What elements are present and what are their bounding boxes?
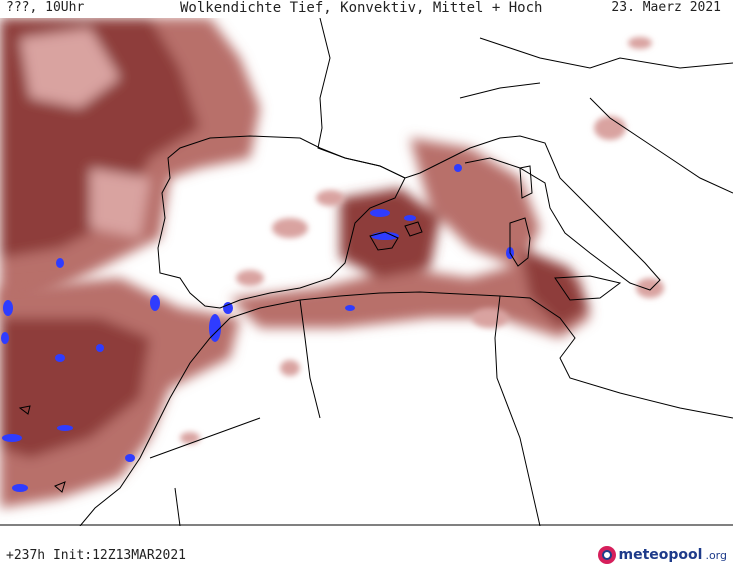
run-label: ???, 10Uhr (6, 0, 85, 15)
valid-date: 23. Maerz 2021 (611, 0, 721, 15)
map-header: ???, 10Uhr Wolkendichte Tief, Konvektiv,… (0, 0, 733, 18)
map-title: Wolkendichte Tief, Konvektiv, Mittel + H… (180, 0, 543, 16)
cloud-field-northwest-africa (0, 278, 240, 508)
cloud-density-map (0, 18, 733, 526)
cloud-field-atlantic (0, 18, 260, 318)
convective-cells (1, 164, 514, 492)
coastlines (18, 18, 733, 526)
brand-tld: .org (705, 548, 727, 562)
brand[interactable]: meteopool .org (597, 546, 727, 564)
brand-name: meteopool (618, 547, 703, 563)
map-footer: +237h Init:12Z13MAR2021 meteopool .org (0, 540, 733, 566)
init-label: +237h Init:12Z13MAR2021 (6, 548, 187, 563)
meteopool-logo-icon (597, 546, 616, 564)
